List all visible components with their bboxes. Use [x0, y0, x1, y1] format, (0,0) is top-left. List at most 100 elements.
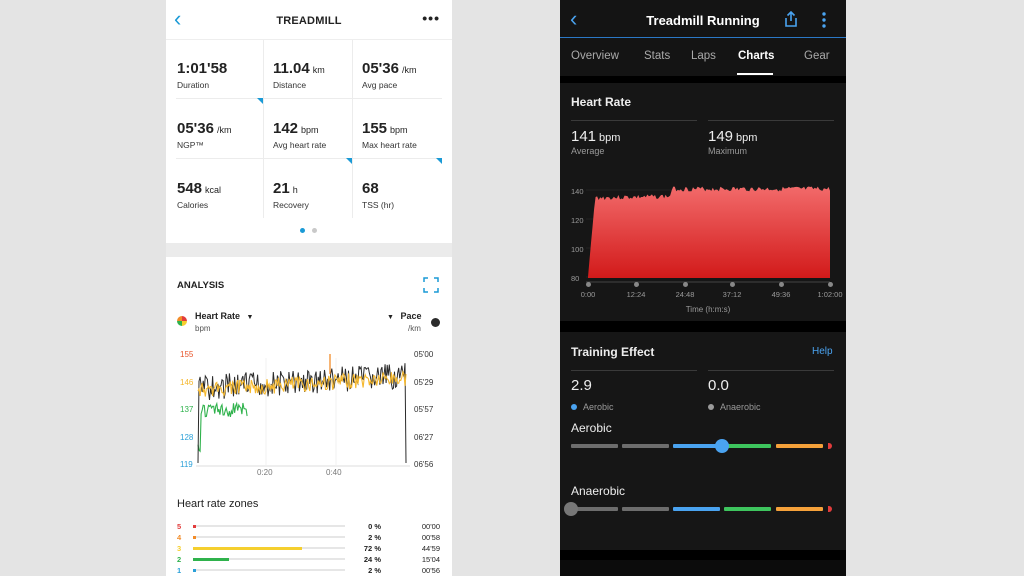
- zone-bar-track: [193, 535, 345, 539]
- left-y-tick: 128: [180, 432, 194, 442]
- zone-number: 2: [177, 555, 182, 564]
- left-metric-unit: bpm: [195, 324, 211, 333]
- anaerobic-scale-segment: [776, 507, 823, 511]
- stat-label: Recovery: [273, 200, 309, 210]
- more-vertical-icon[interactable]: [821, 12, 827, 28]
- hr-x-tick: 49:36: [771, 290, 791, 299]
- zones-title: Heart rate zones: [177, 498, 259, 510]
- divider: [571, 370, 697, 371]
- stat-value: 142 bpm: [273, 120, 319, 137]
- hr-x-tick: 0:00: [580, 290, 596, 299]
- garmin-app-screen: ‹ Treadmill Running Overview Stats Laps …: [560, 0, 846, 576]
- zone-bar-track: [193, 557, 345, 561]
- heart-rate-chart: [586, 186, 830, 283]
- hr-x-tick-marker: [634, 282, 639, 287]
- zone-percent: 72 %: [363, 544, 381, 553]
- stat-cell[interactable]: 11.04 km Distance: [273, 40, 361, 100]
- hr-x-tick-marker: [730, 282, 735, 287]
- page-title: Treadmill Running: [646, 13, 760, 28]
- suunto-app-screen: ‹ TREADMILL ••• 1:01'58 Duration 11.04 km Di…: [166, 0, 452, 576]
- stat-value: 21 h: [273, 180, 298, 197]
- analysis-chart: [196, 354, 410, 467]
- zone-percent: 24 %: [363, 555, 381, 564]
- page-indicator-active[interactable]: [300, 228, 305, 233]
- x-tick: 0:20: [257, 468, 273, 477]
- hr-average-unit: bpm: [599, 132, 621, 144]
- stat-cell[interactable]: 1:01'58 Duration: [177, 40, 265, 100]
- anaerobic-scale-segment: [724, 507, 771, 511]
- expand-icon[interactable]: [423, 277, 439, 293]
- zone-bar-fill: [193, 535, 197, 539]
- zone-time: 15'04: [421, 555, 440, 564]
- zone-row: 1 2 % 00'56: [166, 565, 452, 576]
- info-corner-icon[interactable]: [436, 158, 442, 164]
- stat-number: 11.04: [273, 60, 310, 77]
- anaerobic-scale-end-cap: [828, 506, 832, 512]
- stat-label: Duration: [177, 80, 210, 90]
- zone-row: 5 0 % 00'00: [166, 521, 452, 532]
- heart-rate-selector[interactable]: Heart Rate ▼: [195, 311, 253, 321]
- info-corner-icon[interactable]: [346, 158, 352, 164]
- stat-number: 21: [273, 180, 290, 197]
- tab-overview[interactable]: Overview: [571, 50, 619, 62]
- aerobic-scale-segment: [724, 444, 771, 448]
- stat-label: Distance: [273, 80, 307, 90]
- stat-cell[interactable]: 21 h Recovery: [273, 160, 361, 220]
- stat-label: NGP™: [177, 140, 204, 150]
- left-y-tick: 146: [180, 377, 194, 387]
- tab-gear[interactable]: Gear: [804, 50, 830, 62]
- stat-cell[interactable]: 155 bpm Max heart rate: [362, 100, 450, 160]
- right-metric-label: Pace: [400, 311, 422, 321]
- aerobic-scale-label: Aerobic: [571, 421, 612, 435]
- stat-value: 11.04 km: [273, 60, 325, 77]
- hr-x-tick: 24:48: [675, 290, 695, 299]
- right-y-tick: 05'29: [414, 377, 434, 387]
- stat-value: 68: [362, 180, 382, 197]
- left-y-tick: 137: [180, 405, 194, 414]
- zone-percent: 2 %: [368, 533, 381, 542]
- stat-number: 05'36: [177, 120, 214, 137]
- hr-x-tick: 37:12: [722, 290, 742, 299]
- share-icon[interactable]: [784, 11, 798, 27]
- stat-unit: km: [312, 65, 325, 75]
- left-metric-label: Heart Rate: [195, 311, 241, 321]
- hr-chart-x-label: Time (h:m:s): [685, 305, 731, 314]
- stat-cell[interactable]: 142 bpm Avg heart rate: [273, 100, 361, 160]
- anaerobic-value: 0.0: [708, 377, 729, 394]
- zone-row: 4 2 % 00'58: [166, 532, 452, 543]
- tab-charts[interactable]: Charts: [738, 50, 775, 62]
- help-link[interactable]: Help: [812, 346, 833, 357]
- hr-maximum-number: 149: [708, 128, 734, 145]
- zone-percent: 0 %: [368, 522, 381, 531]
- stat-cell[interactable]: 548 kcal Calories: [177, 160, 265, 220]
- info-corner-icon[interactable]: [257, 98, 263, 104]
- stat-value: 05'36/km: [362, 60, 416, 77]
- pace-selector[interactable]: ▼ Pace: [387, 311, 421, 321]
- stat-value: 1:01'58: [177, 60, 230, 77]
- tab-laps[interactable]: Laps: [691, 50, 716, 62]
- more-options-icon[interactable]: •••: [422, 10, 440, 26]
- stat-label: Avg pace: [362, 80, 398, 90]
- stat-cell[interactable]: 68 TSS (hr): [362, 160, 450, 220]
- tab-stats[interactable]: Stats: [644, 50, 671, 62]
- zone-bar-fill: [193, 568, 197, 572]
- page-indicator[interactable]: [312, 228, 317, 233]
- stat-unit: /km: [216, 125, 232, 135]
- anaerobic-scale-segment: [673, 507, 720, 511]
- right-y-tick: 05'57: [414, 405, 434, 414]
- zone-bar-track: [193, 546, 345, 550]
- anaerobic-legend: Anaerobic: [708, 397, 761, 415]
- back-chevron-icon[interactable]: ‹: [570, 6, 578, 31]
- hr-x-tick: 12:24: [626, 290, 646, 299]
- zone-time: 44'59: [421, 544, 440, 553]
- tab-bar: Overview Stats Laps Charts Gear: [560, 38, 846, 76]
- zone-number: 1: [177, 566, 182, 575]
- aerobic-dot-icon: [571, 404, 577, 410]
- anaerobic-scale-marker: [564, 502, 578, 516]
- stat-cell[interactable]: 05'36/km NGP™: [177, 100, 265, 160]
- stat-cell[interactable]: 05'36/km Avg pace: [362, 40, 450, 100]
- heart-rate-trace: [197, 369, 407, 398]
- hr-maximum-value: 149 bpm: [708, 128, 757, 145]
- back-chevron-icon[interactable]: ‹: [174, 6, 182, 31]
- aerobic-legend: Aerobic: [571, 397, 614, 415]
